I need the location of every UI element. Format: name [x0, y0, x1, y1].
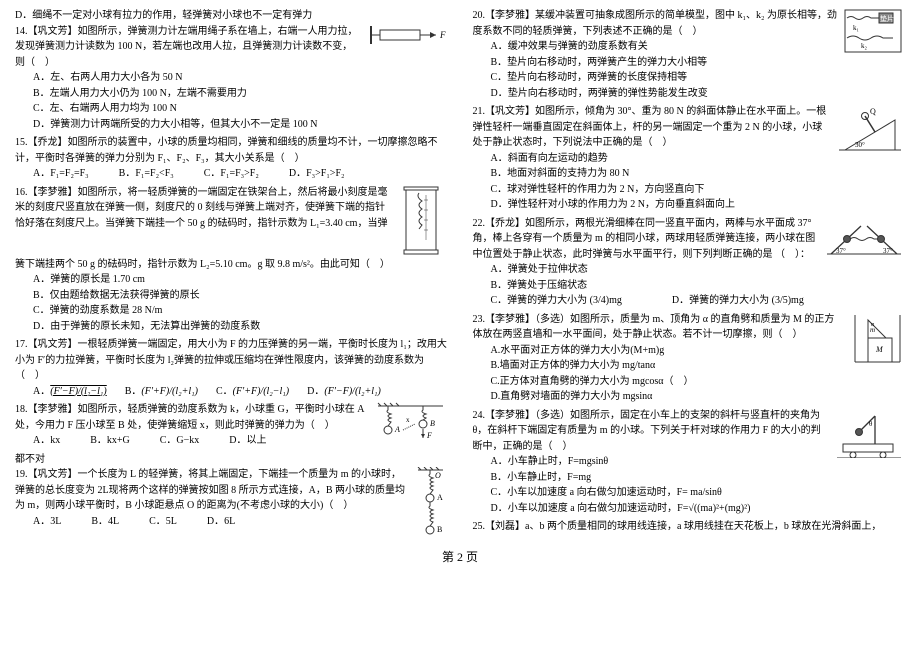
q21-c: C．球对弹性轻杆的作用力为 2 N，方向竖直向下 — [491, 182, 906, 198]
q20-c: C．垫片向右移动时，两弹簧的长度保持相等 — [491, 70, 906, 86]
q23-a: A.水平面对正方体的弹力大小为(M+m)g — [491, 343, 906, 359]
svg-text:A: A — [437, 493, 443, 502]
question-18: A B F x 18.【李梦雅】如图所示，轻质弹簧的劲度系数为 k，小球重 G，… — [15, 402, 448, 449]
q24-d: D．小车以加速度 a 向右做匀加速运动时，F=√((ma)²+(mg)²) — [491, 501, 906, 517]
question-23: M m α 23.【李梦雅】（多选）如图所示，质量为 m、顶角为 α 的直角劈和… — [473, 312, 906, 405]
question-20: 垫片 k₁ k₂ 20.【李梦雅】某缓冲装置可抽象成图所示的简单模型，图中 k₁… — [473, 8, 906, 101]
q25-text: 25.【刘磊】a、b 两个质量相同的球用线连接，a 球用线挂在天花板上，b 球放… — [473, 519, 906, 535]
q14-d: D．弹簧测力计两端所受的力大小相等，但其大小不一定是 100 N — [33, 117, 448, 133]
q22-a: A．弹簧处于拉伸状态 — [491, 262, 906, 278]
q24-b: B．小车静止时，F=mg — [491, 470, 906, 486]
q16-figure — [396, 185, 448, 255]
page-footer: 第 2 页 — [15, 548, 905, 565]
svg-text:M: M — [875, 345, 884, 354]
question-17: 17.【巩文芳】一根轻质弹簧一端固定，用大小为 F 的力压弹簧的另一端，平衡时长… — [15, 337, 448, 399]
svg-text:Q: Q — [870, 107, 876, 116]
q21-d: D．弹性轻杆对小球的作用力为 2 N，方向垂直斜面向上 — [491, 197, 906, 213]
q16-b: B．仅由题给数据无法获得弹簧的原长 — [33, 288, 448, 304]
question-25: 25.【刘磊】a、b 两个质量相同的球用线连接，a 球用线挂在天花板上，b 球放… — [473, 519, 906, 535]
question-21: Q 30° 21.【巩文芳】如图所示，倾角为 30°、重为 80 N 的斜面体静… — [473, 104, 906, 213]
question-22: 37° 37° 22.【乔龙】如图所示，两根光滑细棒在同一竖直平面内，两棒与水平… — [473, 216, 906, 309]
svg-text:A: A — [394, 425, 400, 434]
q20-b: B．垫片向右移动时，两弹簧产生的弹力大小相等 — [491, 55, 906, 71]
q18-b: B．kx+G — [90, 433, 130, 449]
question-14: F 14.【巩文芳】如图所示，弹簧测力计左端用绳子系在墙上，右端一人用力拉，发现… — [15, 24, 448, 133]
q14-c: C．左、右端两人用力均为 100 N — [33, 101, 448, 117]
svg-text:37°: 37° — [836, 247, 846, 255]
q18-c: C．G−kx — [160, 433, 200, 449]
q19-a: A．3L — [33, 514, 61, 530]
right-column: 垫片 k₁ k₂ 20.【李梦雅】某缓冲装置可抽象成图所示的简单模型，图中 k₁… — [473, 8, 906, 544]
q13-opt-d: D．细绳不一定对小球有拉力的作用，轻弹簧对小球也不一定有弹力 — [15, 8, 448, 24]
q17-text: 17.【巩文芳】一根轻质弹簧一端固定，用大小为 F 的力压弹簧的另一端，平衡时长… — [15, 337, 448, 384]
left-column: D．细绳不一定对小球有拉力的作用，轻弹簧对小球也不一定有弹力 F 14.【巩文芳… — [15, 8, 448, 544]
svg-text:F: F — [426, 431, 432, 440]
q14-a: A．左、右两人用力大小各为 50 N — [33, 70, 448, 86]
q17-a: A．(F′−F)/(l₂−l₁) — [33, 384, 107, 400]
q23-figure: M m α — [850, 312, 905, 367]
q15-b: B．F₁=F₂<F₃ — [119, 166, 174, 182]
svg-text:37°: 37° — [883, 247, 893, 255]
svg-text:B: B — [437, 525, 442, 534]
svg-text:垫片: 垫片 — [880, 14, 894, 23]
q23-text: 23.【李梦雅】（多选）如图所示，质量为 m、顶角为 α 的直角劈和质量为 M … — [473, 312, 906, 343]
question-19: O A B 19.【巩文芳】一个长度为 L 的轻弹簧，将其上端固定，下端挂一个质… — [15, 467, 448, 529]
q22-c: C．弹簧的弹力大小为 (3/4)mg — [491, 293, 622, 309]
svg-text:θ: θ — [869, 420, 873, 428]
q18-a: A．kx — [33, 433, 60, 449]
q18-figure: A B F x — [373, 402, 448, 444]
svg-text:x: x — [406, 416, 410, 424]
q21-b: B．地面对斜面的支持力为 80 N — [491, 166, 906, 182]
q18-d: D．以上 — [229, 433, 266, 449]
svg-text:O: O — [435, 471, 441, 480]
q15-c: C．F₁=F₃>F₂ — [204, 166, 259, 182]
svg-text:30°: 30° — [855, 141, 865, 149]
q23-b: B.墙面对正方体的弹力大小为 mg/tanα — [491, 358, 906, 374]
q20-d: D．垫片向右移动时，两弹簧的弹性势能发生改变 — [491, 86, 906, 102]
q14-b: B．左端人用力大小仍为 100 N，左端不需要用力 — [33, 86, 448, 102]
q22-d: D．弹簧的弹力大小为 (3/5)mg — [672, 293, 804, 309]
q20-text: 20.【李梦雅】某缓冲装置可抽象成图所示的简单模型，图中 k₁、k₂ 为原长相等… — [473, 8, 906, 39]
q15-text: 15.【乔龙】如图所示的装置中，小球的质量均相同，弹簧和细线的质量均不计，一切摩… — [15, 135, 448, 166]
question-16: 16.【李梦雅】如图所示，将一轻质弹簧的一端固定在铁架台上，然后将最小刻度是毫米… — [15, 185, 448, 335]
q22-b: B．弹簧处于压缩状态 — [491, 278, 906, 294]
q19-c: C．5L — [149, 514, 177, 530]
q24-c: C．小车以加速度 a 向右做匀加速运动时，F= ma/sinθ — [491, 485, 906, 501]
q20-figure: 垫片 k₁ k₂ — [843, 8, 905, 56]
q19-text: 19.【巩文芳】一个长度为 L 的轻弹簧，将其上端固定，下端挂一个质量为 m 的… — [15, 467, 448, 514]
q21-figure: Q 30° — [837, 104, 905, 154]
q22-figure: 37° 37° — [823, 216, 905, 258]
q15-d: D．F₃>F₁>F₂ — [289, 166, 345, 182]
svg-text:k₁: k₁ — [853, 24, 859, 32]
q19-b: B．4L — [91, 514, 119, 530]
q16-d: D．由于弹簧的原长未知，无法算出弹簧的劲度系数 — [33, 319, 448, 335]
svg-text:k₂: k₂ — [861, 42, 868, 50]
q16-c: C．弹簧的劲度系数是 28 N/m — [33, 303, 448, 319]
question-15: 15.【乔龙】如图所示的装置中，小球的质量均相同，弹簧和细线的质量均不计，一切摩… — [15, 135, 448, 182]
q17-b: B．(F′+F)/(l₂+l₁) — [125, 384, 198, 400]
svg-text:F: F — [439, 30, 446, 40]
q18-extra: 都不对 — [15, 452, 448, 468]
q24-figure: θ — [833, 408, 905, 458]
q19-figure: O A B — [413, 467, 448, 542]
q23-d: D.直角劈对墙面的弹力大小为 mgsinα — [491, 389, 906, 405]
q14-figure: F — [368, 24, 448, 46]
q16-text: 16.【李梦雅】如图所示，将一轻质弹簧的一端固定在铁架台上，然后将最小刻度是毫米… — [15, 185, 448, 273]
question-24: θ 24.【李梦雅】（多选）如图所示，固定在小车上的支架的斜杆与竖直杆的夹角为 … — [473, 408, 906, 517]
q16-a: A．弹簧的原长是 1.70 cm — [33, 272, 448, 288]
q17-c: C．(F′+F)/(l₂−l₁) — [216, 384, 289, 400]
q19-d: D．6L — [207, 514, 235, 530]
q17-d: D．(F′−F)/(l₂+l₁) — [307, 384, 381, 400]
q23-c: C.正方体对直角劈的弹力大小为 mgcosα（ ） — [491, 374, 906, 390]
svg-text:B: B — [430, 419, 435, 428]
q15-a: A．F₁=F₂=F₃ — [33, 166, 89, 182]
